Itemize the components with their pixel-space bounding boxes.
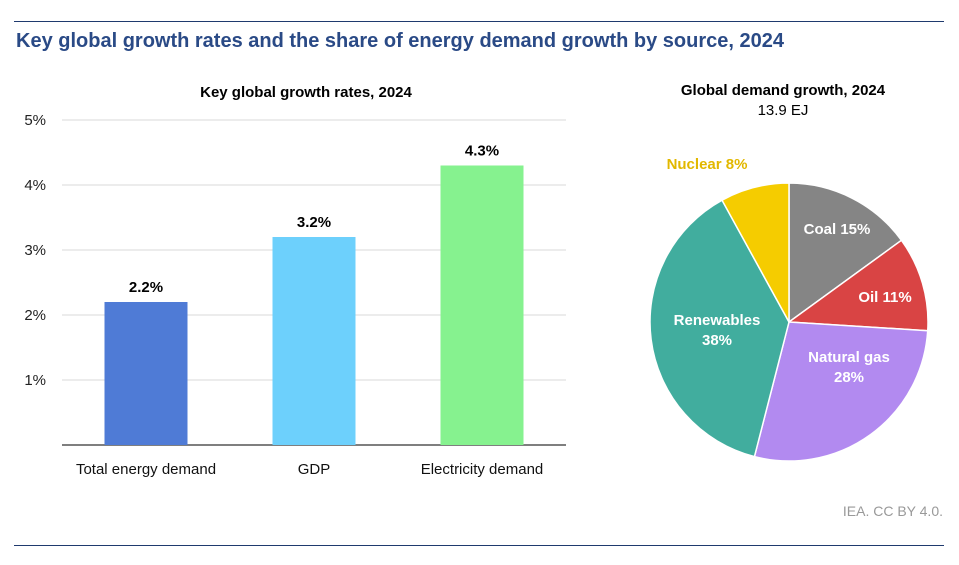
bar [104,302,188,445]
bar-x-axis: Total energy demand GDP Electricity demand [76,461,543,478]
x-category-label: GDP [298,461,331,478]
bar-chart: Key global growth rates, 2024 1% 2% 3% 4% 5%… [24,84,566,478]
pie-slice-label: Coal 15% [804,221,871,238]
pie-slice-label: Oil 11% [858,289,911,306]
bar-chart-title: Key global growth rates, 2024 [200,84,412,101]
page-title: Key global growth rates and the share of… [16,30,784,52]
bar [440,165,524,445]
credit-text: IEA. CC BY 4.0. [842,503,943,519]
bar-data-labels: 2.2% 3.2% 4.3% [129,143,499,297]
pie-chart-title: Global demand growth, 2024 [681,82,886,99]
top-rule [14,21,944,22]
pie-slice-coal [788,182,903,324]
pie-slice-label: Renewables 38% [674,312,761,349]
y-tick-label: 5% [24,112,46,129]
y-tick-label: 1% [24,372,46,389]
pie-slice-label: Nuclear 8% [667,156,748,173]
pie-slices [649,182,929,462]
bar-data-label: 3.2% [297,214,331,231]
pie-slice-renewables [649,199,790,458]
y-tick-label: 3% [24,242,46,259]
pie-slice-label: Natural gas 28% [808,349,890,386]
bottom-rule [14,545,944,546]
y-tick-label: 4% [24,177,46,194]
pie-chart: Global demand growth, 2024 13.9 EJ Coal … [649,82,929,462]
bar-y-axis: 1% 2% 3% 4% 5% [24,112,46,389]
x-category-label: Total energy demand [76,461,216,478]
pie-slice-natural-gas [753,321,929,462]
bar-data-label: 4.3% [465,143,499,160]
pie-labels: Coal 15% Oil 11% Natural gas 28% Renewables 3… [667,156,912,386]
pie-slice-oil [786,239,929,332]
pie-slice-nuclear [721,182,790,323]
y-tick-label: 2% [24,307,46,324]
bar [272,237,356,445]
x-category-label: Electricity demand [421,461,544,478]
bar-data-label: 2.2% [129,279,163,296]
bar-series [104,165,524,445]
pie-chart-subtitle: 13.9 EJ [758,102,809,119]
